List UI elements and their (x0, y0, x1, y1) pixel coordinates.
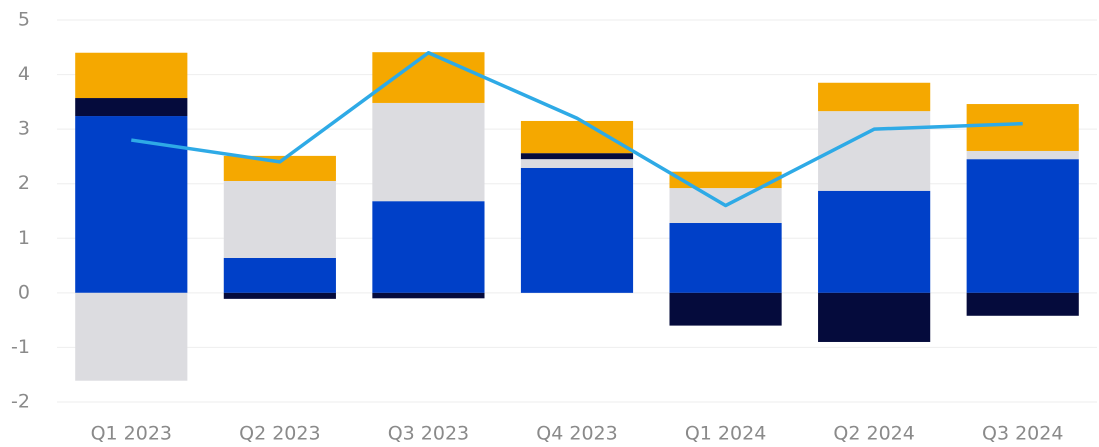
line (131, 50, 1023, 208)
bar-segment (75, 52, 188, 99)
bar-segment (669, 223, 782, 293)
bar-segment (75, 292, 188, 381)
y-tick-label: 1 (18, 227, 30, 249)
bar-segment (818, 111, 931, 191)
bar-segment (372, 292, 485, 299)
x-tick-label: Q1 2023 (91, 423, 172, 445)
bar-segment (520, 167, 634, 293)
bar-segment (75, 98, 188, 117)
bar-segment (818, 190, 931, 293)
x-tick-label: Q2 2023 (239, 423, 320, 445)
bar-segment (223, 257, 336, 293)
x-tick-label: Q1 2024 (685, 423, 766, 445)
x-tick-label: Q3 2023 (388, 423, 469, 445)
x-tick-label: Q2 2024 (833, 423, 914, 445)
y-tick-label: -1 (11, 336, 30, 358)
y-tick-label: 4 (18, 63, 30, 85)
y-tick-label: 3 (18, 118, 30, 140)
bar-segment (223, 180, 336, 258)
y-tick-label: -2 (11, 391, 30, 413)
bar-segment (966, 159, 1079, 293)
x-tick-label: Q3 2024 (982, 423, 1063, 445)
bar-segment (669, 171, 782, 189)
bar-segment (966, 292, 1079, 316)
bar-segment (818, 82, 931, 112)
bar-segment (520, 120, 634, 154)
bar-segment (669, 292, 782, 326)
bar-segment (223, 155, 336, 181)
bar-segment (520, 159, 634, 168)
bar-segment (818, 292, 931, 342)
y-tick-label: 0 (18, 281, 30, 303)
bar-segment (966, 104, 1079, 151)
y-tick-label: 2 (18, 172, 30, 194)
bar-segment (372, 52, 485, 103)
bar-segment (520, 153, 634, 160)
x-tick-label: Q4 2023 (536, 423, 617, 445)
bar-segment (372, 102, 485, 202)
bar-segment (372, 201, 485, 293)
bar-segment (223, 292, 336, 299)
y-tick-label: 5 (18, 9, 30, 31)
bar-segment (75, 116, 188, 293)
bar-segment (966, 150, 1079, 160)
